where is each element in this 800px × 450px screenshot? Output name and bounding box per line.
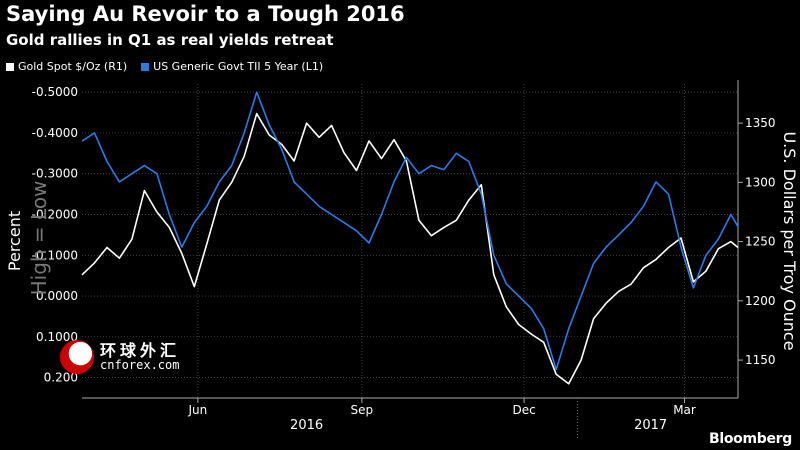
left-tick-label: 0.1000: [36, 330, 78, 344]
left-tick-label: -0.5000: [32, 85, 78, 99]
watermark-cn: 环球外汇: [100, 340, 181, 360]
legend-swatch-tii: [141, 62, 150, 71]
left-tick-label: -0.2000: [32, 207, 78, 221]
x-tick-label: Dec: [512, 403, 535, 417]
left-tick-label: 0.200: [44, 371, 78, 385]
year-label: 2017: [634, 418, 667, 433]
legend-item-gold: Gold Spot $/Oz (R1): [6, 60, 127, 73]
chart-subtitle: Gold rallies in Q1 as real yields retrea…: [6, 31, 334, 49]
legend-label-tii: US Generic Govt TII 5 Year (L1): [153, 60, 324, 73]
legend-swatch-gold: [6, 62, 14, 71]
right-tick-label: 1200: [745, 294, 776, 308]
right-tick-label: 1150: [745, 353, 776, 367]
series-line-tii: [81, 91, 739, 371]
year-label: 2016: [290, 418, 323, 433]
chart-title: Saying Au Revoir to a Tough 2016: [6, 2, 405, 26]
left-tick-label: -0.3000: [32, 167, 78, 181]
x-tick-label: Sep: [351, 403, 374, 417]
left-axis-overlay-label: High = Low: [27, 181, 51, 296]
bloomberg-logo: Bloomberg: [708, 431, 792, 447]
watermark-logo-icon: [60, 340, 94, 374]
watermark-en: cnforex.com: [100, 358, 180, 373]
left-axis-title: Percent: [5, 211, 24, 271]
series-line-gold: [81, 112, 739, 385]
legend-item-tii: US Generic Govt TII 5 Year (L1): [141, 60, 323, 73]
x-tick-label: Mar: [673, 403, 696, 417]
legend: Gold Spot $/Oz (R1) US Generic Govt TII …: [6, 60, 323, 73]
left-tick-label: 0.0000: [36, 289, 78, 303]
watermark: 环球外汇 cnforex.com: [60, 340, 180, 374]
left-tick-label: -0.1000: [32, 248, 78, 262]
legend-label-gold: Gold Spot $/Oz (R1): [18, 60, 128, 73]
right-axis-title: U.S. Dollars per Troy Ounce: [780, 131, 799, 350]
x-tick-label: Jun: [187, 403, 207, 417]
right-tick-label: 1350: [745, 116, 776, 130]
watermark-text: 环球外汇 cnforex.com: [100, 342, 180, 373]
right-tick-label: 1250: [745, 235, 776, 249]
right-tick-label: 1300: [745, 175, 776, 189]
left-tick-label: -0.4000: [32, 126, 78, 140]
